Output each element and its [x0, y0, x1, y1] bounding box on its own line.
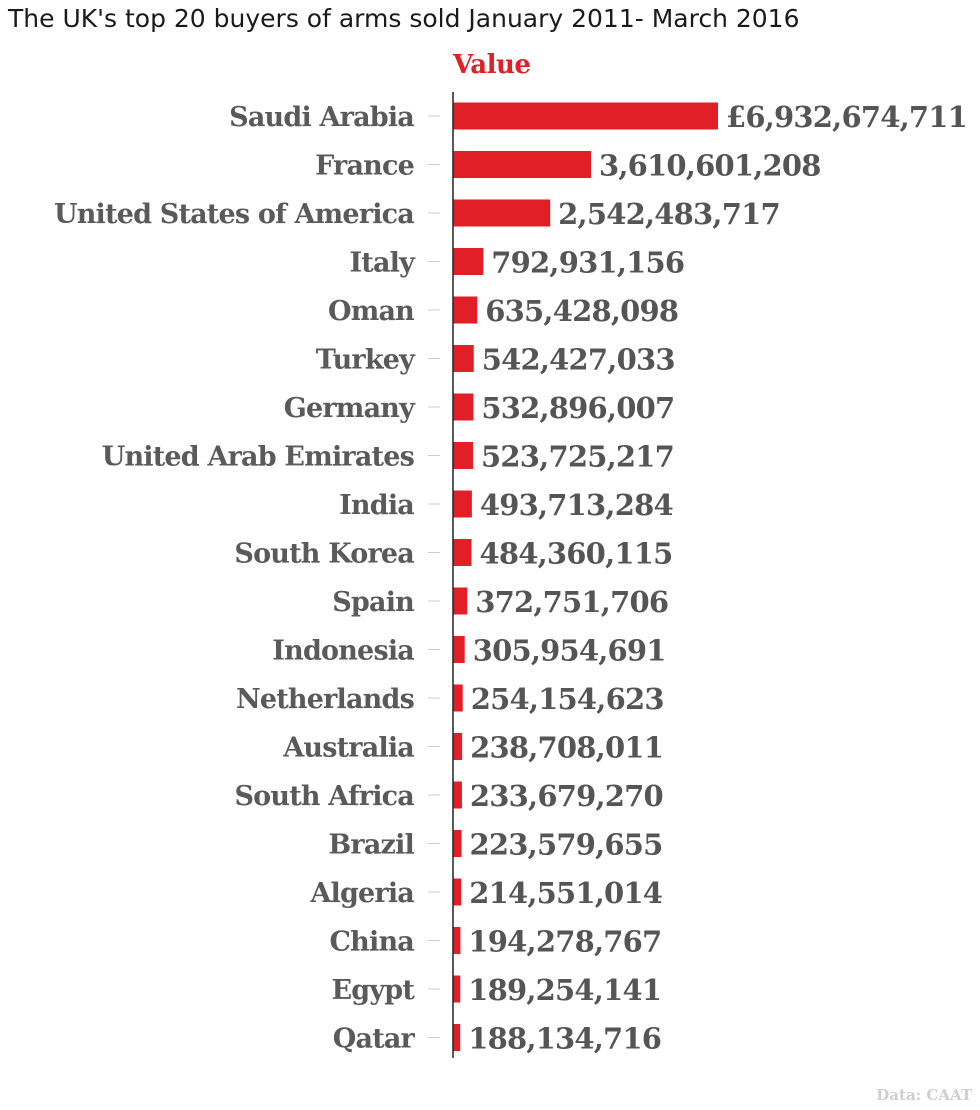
category-label: United Arab Emirates — [102, 442, 415, 473]
bar — [453, 151, 592, 178]
bar — [453, 199, 551, 227]
value-label: 214,551,014 — [469, 876, 662, 910]
chart-marks: Saudi Arabia £6,932,674,711 France 3,610,60… — [54, 100, 968, 1056]
bar — [453, 1024, 461, 1051]
bar — [453, 927, 461, 954]
category-label: Indonesia — [272, 636, 414, 667]
value-column-header: Value — [453, 50, 531, 80]
category-label: Brazil — [328, 830, 414, 861]
bar — [453, 781, 462, 809]
value-label: 238,708,011 — [470, 731, 663, 765]
bar — [453, 636, 465, 663]
value-label: 305,954,691 — [473, 634, 666, 668]
value-label: 189,254,141 — [468, 973, 661, 1007]
bar — [453, 248, 484, 275]
category-label: Qatar — [333, 1024, 416, 1055]
bar — [453, 587, 468, 615]
category-label: Egypt — [332, 975, 416, 1006]
bar — [453, 442, 474, 469]
bar — [453, 684, 463, 712]
bar — [453, 878, 462, 906]
value-label: 372,751,706 — [475, 585, 668, 619]
value-label: 523,725,217 — [481, 440, 674, 474]
value-label: 493,713,284 — [480, 488, 673, 522]
category-label: Netherlands — [236, 684, 415, 715]
category-label: Germany — [284, 393, 416, 424]
value-label: 3,610,601,208 — [599, 149, 821, 183]
value-label: 254,154,623 — [471, 682, 664, 716]
category-label: United States of America — [54, 199, 414, 230]
bar — [453, 102, 718, 130]
category-label: France — [315, 151, 414, 182]
category-label: Italy — [349, 248, 416, 279]
value-label: 792,931,156 — [491, 246, 684, 280]
category-label: Algeria — [309, 878, 414, 909]
category-label: Saudi Arabia — [229, 102, 414, 133]
bar — [453, 830, 462, 857]
value-label: 233,679,270 — [470, 779, 663, 813]
value-label: 188,134,716 — [468, 1022, 661, 1056]
value-label: 532,896,007 — [481, 391, 674, 425]
bar — [453, 490, 472, 518]
bar — [453, 393, 474, 421]
source-credit: Data: CAAT — [876, 1086, 972, 1104]
category-label: South Korea — [234, 539, 414, 570]
category-label: India — [339, 490, 414, 521]
bar — [453, 733, 463, 760]
category-label: Turkey — [316, 345, 416, 376]
bar — [453, 296, 478, 324]
bar — [453, 975, 461, 1003]
category-label: Spain — [332, 587, 415, 618]
value-label: 2,542,483,717 — [558, 197, 780, 231]
category-label: South Africa — [234, 781, 414, 812]
value-label: 194,278,767 — [468, 925, 661, 959]
value-label: 484,360,115 — [480, 537, 673, 571]
category-label: Oman — [328, 296, 415, 327]
category-label: Australia — [282, 733, 414, 764]
bar — [453, 539, 472, 566]
value-label: 542,427,033 — [482, 343, 675, 377]
category-label: China — [329, 927, 414, 958]
chart-title: The UK's top 20 buyers of arms sold Janu… — [8, 4, 800, 33]
value-label: 635,428,098 — [485, 294, 678, 328]
bar — [453, 345, 474, 372]
value-label: 223,579,655 — [470, 828, 663, 862]
value-label: £6,932,674,711 — [726, 100, 967, 134]
